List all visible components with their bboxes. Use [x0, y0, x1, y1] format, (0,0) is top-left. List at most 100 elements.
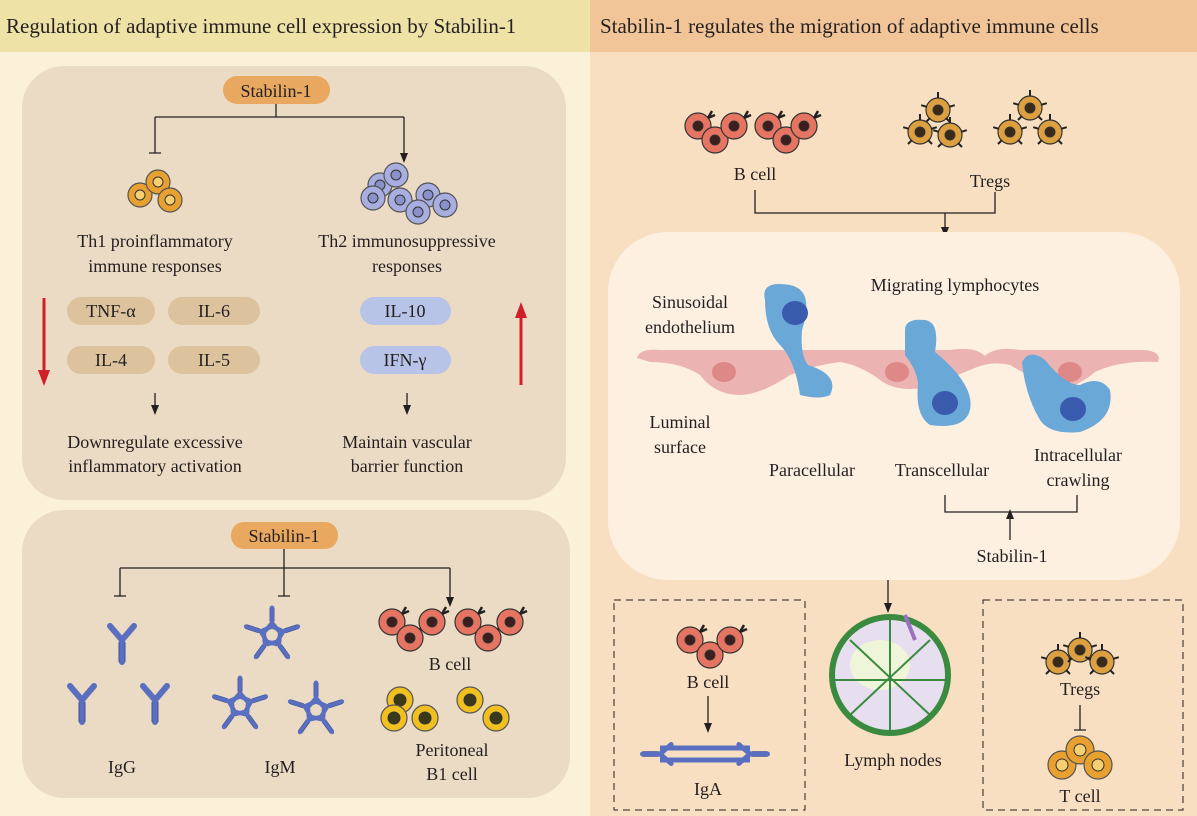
stabilin-pill-2	[231, 522, 338, 549]
migration-box	[608, 232, 1180, 580]
left-title: Regulation of adaptive immune cell expre…	[6, 14, 516, 38]
right-header	[590, 0, 1197, 52]
antibody-icon	[107, 623, 137, 665]
outcome-right-1: Maintain vascular	[342, 432, 471, 452]
th2-cell-icon	[360, 185, 386, 211]
peritoneal-label-1: Peritoneal	[416, 740, 489, 760]
inhibit-line-th1	[149, 104, 404, 154]
th2-label-2: responses	[372, 256, 442, 276]
antibody-icon	[736, 741, 771, 767]
b-cells-icon	[378, 606, 528, 652]
th1-cell-icon	[145, 169, 171, 195]
lymph-node-icon	[829, 614, 951, 736]
b-cell-dashed-box	[613, 599, 806, 811]
svg-text:TNF-α: TNF-α	[86, 301, 136, 321]
sinusoidal-label-2: endothelium	[645, 317, 735, 337]
treg-icon	[1012, 90, 1048, 121]
tregs-top-icon	[902, 90, 1068, 148]
luminal-label-1: Luminal	[650, 412, 711, 432]
outcome-right-2: barrier function	[351, 456, 463, 476]
th2-label-1: Th2 immunosuppressive	[318, 231, 496, 251]
treg-icon	[932, 117, 968, 148]
b-cell-icon	[716, 624, 748, 654]
b-cell-icon	[720, 110, 752, 140]
t-cells-icon	[1047, 735, 1113, 780]
tregs-2-label: Tregs	[1060, 679, 1100, 699]
svg-text:IL-5: IL-5	[198, 350, 230, 370]
antibody-icon	[140, 683, 170, 725]
inhibit-t-cell	[1074, 705, 1086, 731]
cytokine-pill-il10: IL-10	[360, 297, 451, 325]
b-cell-icon	[696, 639, 728, 669]
left-panel: Regulation of adaptive immune cell expre…	[0, 0, 590, 816]
b1-cell-icon	[456, 686, 484, 714]
paracellular-label: Paracellular	[769, 460, 855, 480]
migrating-label: Migrating lymphocytes	[871, 275, 1039, 295]
treg-icon	[992, 114, 1028, 145]
b-cell-icon	[496, 606, 528, 636]
b-cell-icon	[790, 110, 822, 140]
stabilin-pill	[223, 76, 330, 104]
treg-icon	[1062, 632, 1098, 663]
cytokine-pill-il4: IL-4	[67, 346, 155, 374]
th2-cells-icon	[360, 162, 458, 225]
svg-text:IFN-γ: IFN-γ	[384, 350, 427, 370]
antibody-icon	[287, 699, 319, 720]
outcome-left-1: Downregulate excessive	[67, 432, 242, 452]
b-cells-top-icon	[684, 110, 822, 154]
treg-icon	[920, 92, 956, 123]
b-cell-icon	[378, 606, 410, 636]
igm-label: IgM	[265, 757, 296, 777]
lymphocyte-transcellular-icon	[905, 319, 971, 426]
b1-cell-icon	[411, 704, 439, 732]
cytokine-pill-il5: IL-5	[168, 346, 260, 374]
lymphocyte-paracellular-icon	[764, 284, 833, 398]
b-cell-icon	[418, 606, 450, 636]
transcellular-label: Transcellular	[895, 460, 989, 480]
luminal-label-2: surface	[654, 437, 706, 457]
b-cells-iga-icon	[676, 624, 748, 669]
treg-icon	[1032, 114, 1068, 145]
antibody-icon	[639, 741, 674, 767]
lymphocyte-crawling-icon	[1022, 354, 1111, 433]
peritoneal-label-2: B1 cell	[426, 764, 478, 784]
right-panel: Stabilin-1 regulates the migration of ad…	[590, 0, 1197, 816]
left-header	[0, 0, 590, 52]
peritoneal-b1-cells-icon	[380, 686, 510, 732]
th1-cell-icon	[157, 187, 183, 213]
th1-cells-icon	[127, 169, 183, 213]
t-cell-label: T cell	[1059, 786, 1100, 806]
treg-icon	[1084, 644, 1120, 675]
th1-label-2: immune responses	[88, 256, 221, 276]
b-cell-top-label: B cell	[734, 164, 777, 184]
t-cell-icon	[1083, 750, 1113, 780]
intracellular-label-1: Intracellular	[1034, 445, 1122, 465]
stabilin-label-2: Stabilin-1	[249, 526, 320, 546]
b-cell-label: B cell	[429, 654, 472, 674]
svg-text:IL-4: IL-4	[95, 350, 127, 370]
iga-antibody-icon	[639, 741, 771, 767]
b-cell-icon	[754, 110, 786, 140]
igg-label: IgG	[108, 757, 136, 777]
cytokine-pill-ifng: IFN-γ	[360, 346, 451, 374]
igg-antibody-icon	[67, 623, 170, 725]
tregs-bottom-icon	[1040, 632, 1120, 675]
th2-cell-icon	[383, 162, 409, 188]
stabilin-label-right: Stabilin-1	[977, 546, 1048, 566]
cytokine-pill-il6: IL-6	[168, 297, 260, 325]
converge-lines	[754, 190, 996, 214]
igm-antibody-icon	[211, 605, 345, 735]
th2-cell-icon	[405, 199, 431, 225]
right-title: Stabilin-1 regulates the migration of ad…	[600, 14, 1099, 38]
outcome-left-2: inflammatory activation	[68, 456, 241, 476]
b1-cell-icon	[482, 704, 510, 732]
treg-dashed-box	[982, 599, 1184, 811]
b1-cell-icon	[380, 704, 408, 732]
antibody-icon	[67, 683, 97, 725]
treg-icon	[902, 114, 938, 145]
iga-label: IgA	[694, 779, 722, 799]
antibody-icon	[243, 624, 275, 645]
sinusoidal-label-1: Sinusoidal	[652, 292, 728, 312]
th1-cell-icon	[127, 182, 153, 208]
